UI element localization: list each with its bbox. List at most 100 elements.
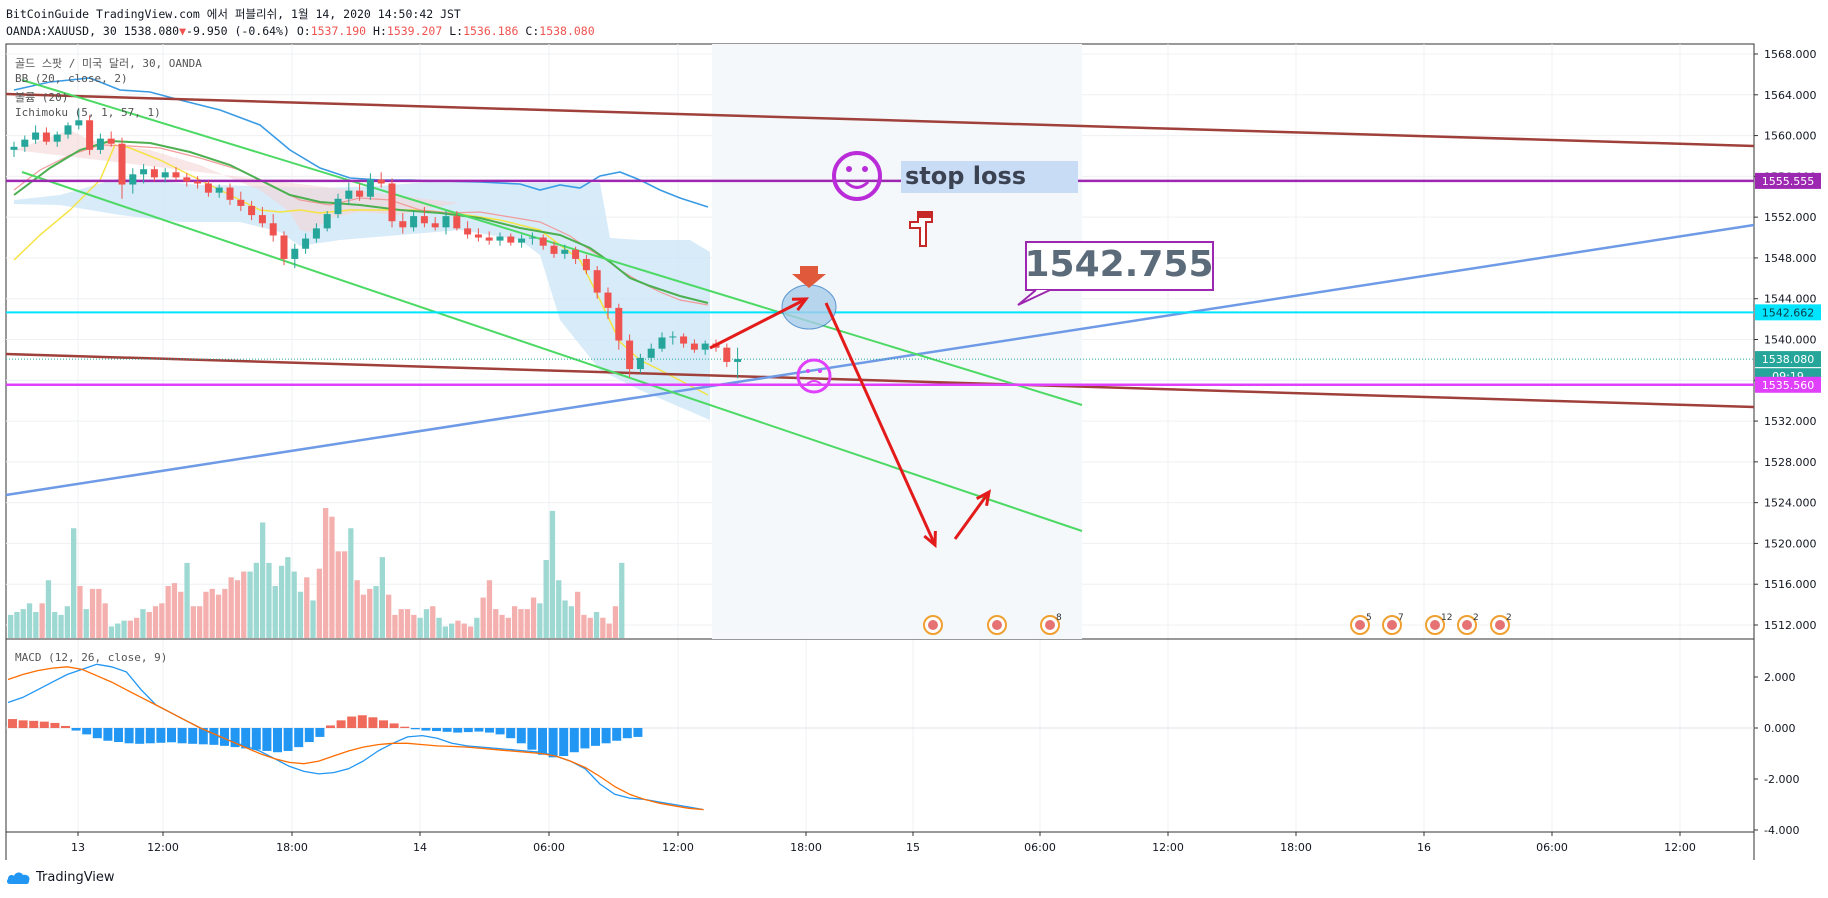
candle-up — [32, 132, 40, 140]
candle-up — [10, 146, 18, 150]
volume-bar — [360, 594, 367, 638]
candle-up — [334, 198, 342, 215]
macd-histogram-bar — [527, 728, 537, 750]
macd-histogram-bar — [209, 728, 219, 745]
macd-histogram-bar — [506, 728, 516, 739]
candle-up — [410, 216, 418, 228]
volume-bar — [14, 612, 20, 638]
low-value: 1536.186 — [463, 24, 519, 38]
price-change: -9.950 (-0.64%) — [186, 24, 290, 38]
event-flag — [1462, 620, 1472, 630]
volume-bar — [467, 626, 474, 638]
volume-bar — [241, 571, 247, 638]
target-callout-tail — [1017, 289, 1051, 306]
candle-down — [388, 183, 396, 222]
macd-histogram-bar — [622, 728, 632, 739]
volume-bar — [203, 591, 209, 638]
price-tag-label: 1542.662 — [1762, 306, 1815, 319]
event-flag — [1355, 620, 1365, 630]
volume-bar — [83, 609, 89, 638]
candle-down — [420, 216, 428, 224]
volume-bar — [140, 609, 146, 638]
brand-name: TradingView — [36, 870, 115, 885]
price-tag — [1755, 376, 1821, 393]
volume-bar — [537, 603, 543, 638]
macd-histogram-bar — [474, 728, 484, 732]
legend-macd[interactable]: MACD (12, 26, close, 9) — [15, 651, 168, 664]
volume-bar — [108, 626, 115, 638]
event-flag — [1495, 620, 1505, 630]
candle-up — [53, 134, 61, 142]
event-flag — [1430, 620, 1440, 630]
candle-down — [377, 179, 385, 184]
candle-up — [345, 190, 353, 199]
volume-bar — [291, 571, 297, 638]
time-tick-label: 12:00 — [1664, 841, 1696, 854]
price-chart[interactable]: stop loss 1542.755 8 5 7 12 2 2 1568.000 1564.00… — [0, 0, 1828, 860]
legend-title[interactable]: 골드 스팟 / 미국 달러, 30, OANDA — [15, 57, 202, 70]
ichimoku-cloud — [14, 130, 710, 420]
macd-histogram-bar — [442, 728, 452, 732]
legend-bb[interactable]: BB (20, close, 2) — [15, 72, 128, 85]
volume-bar — [71, 528, 77, 638]
macd-histogram-bar — [241, 728, 251, 749]
candle-down — [723, 347, 731, 362]
macd-histogram-bar — [188, 728, 198, 744]
volume-bar — [115, 623, 121, 638]
legend-ichimoku[interactable]: Ichimoku (5, 1, 57, 1) — [15, 106, 161, 119]
legend-volume[interactable]: 볼륨 (20) — [15, 91, 69, 104]
volume-bar — [449, 623, 455, 638]
volume-bar — [228, 577, 234, 638]
volume-bar — [278, 565, 285, 638]
event-flag — [992, 620, 1002, 630]
volume-bar — [619, 562, 625, 638]
macd-histogram-bar — [569, 728, 579, 753]
forecast-arrow-down-head — [923, 530, 937, 549]
candle-up — [215, 187, 223, 193]
macd-histogram-bar — [410, 728, 420, 730]
macd-histogram-bar — [304, 728, 314, 743]
volume-bar — [197, 606, 203, 638]
macd-histogram-bar — [103, 728, 113, 741]
volume-bar — [297, 591, 304, 638]
volume-bar — [8, 614, 14, 638]
tradingview-logo[interactable]: TradingView — [6, 870, 115, 885]
price-tick-label: 1560.000 — [1764, 130, 1817, 143]
candle-up — [161, 172, 169, 178]
open-label: O: — [296, 24, 311, 38]
macd-histogram-bar — [421, 728, 431, 731]
macd-pane — [6, 663, 1754, 811]
volume-bar — [398, 609, 404, 638]
candle-up — [291, 248, 299, 259]
macd-histogram-bar — [177, 728, 187, 744]
candle-up — [323, 214, 331, 229]
volume-bar — [543, 560, 549, 638]
volume-bar — [20, 609, 26, 638]
volume-bar — [134, 617, 140, 638]
volume-bar — [606, 623, 612, 638]
volume-bar — [505, 617, 511, 638]
candle-down — [431, 223, 439, 228]
event-count: 7 — [1398, 613, 1404, 623]
volume-bar — [89, 588, 96, 638]
volume-bar — [581, 614, 587, 638]
macd-histogram-bar — [580, 728, 590, 749]
volume-bar — [493, 609, 499, 638]
candle-up — [701, 343, 709, 350]
macd-histogram-bar — [591, 728, 600, 746]
price-tick-label: 1564.000 — [1764, 89, 1817, 102]
macd-histogram-bar — [347, 716, 357, 728]
price-tag — [1755, 304, 1821, 321]
target-price-label: 1542.755 — [1024, 244, 1213, 285]
price-tick-label: 1540.000 — [1764, 334, 1817, 347]
volume-bar — [474, 617, 480, 638]
candle-up — [734, 359, 742, 362]
candle-down — [258, 215, 266, 224]
macd-histogram-bar — [8, 719, 17, 728]
volume-bar — [417, 617, 423, 638]
volume-bar — [386, 594, 392, 638]
candle-down — [690, 343, 698, 350]
volume-bar — [39, 603, 45, 638]
target-callout-box — [1025, 241, 1214, 291]
volume-bar — [392, 614, 398, 638]
